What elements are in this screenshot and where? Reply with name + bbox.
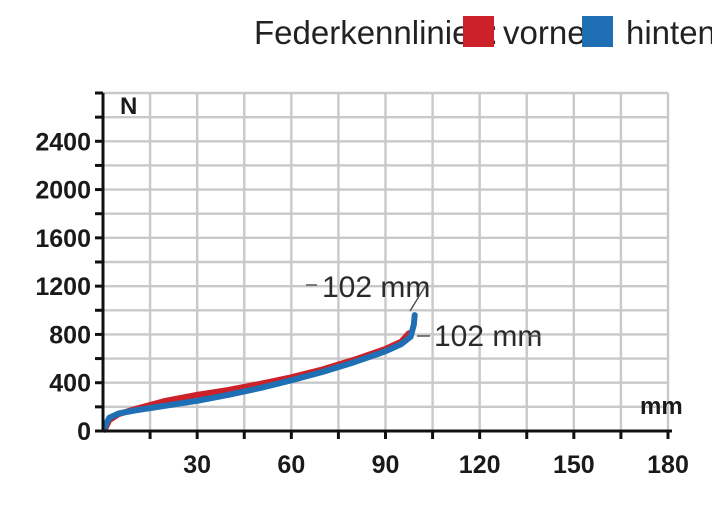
y-tick-label: 2000	[35, 177, 91, 205]
y-tick-label: 2400	[35, 128, 91, 156]
x-tick-label: 60	[277, 451, 305, 479]
axes	[95, 91, 672, 439]
annotation-leader-hinten	[409, 284, 427, 312]
series-layer	[101, 312, 418, 433]
legend-swatch-vorne	[463, 16, 494, 47]
legend: Federkennlinien: vorne hinten	[254, 14, 712, 51]
legend-label-hinten: hinten	[626, 14, 712, 51]
annotation-vorne: 102 mm	[434, 320, 542, 353]
legend-label-vorne: vorne	[503, 14, 586, 51]
x-tick-label: 180	[647, 451, 689, 479]
annotation-hinten: 102 mm	[322, 271, 430, 304]
y-tick-label: 400	[49, 370, 91, 398]
series-line-hinten	[101, 312, 418, 431]
x-tick-label: 120	[459, 451, 501, 479]
legend-swatch-hinten	[582, 16, 613, 47]
x-axis-label: mm	[640, 393, 683, 420]
legend-title: Federkennlinien:	[254, 14, 498, 51]
x-tick-label: 30	[183, 451, 211, 479]
y-tick-label: 0	[77, 418, 91, 446]
annotations: 102 mm 102 mm	[306, 271, 542, 353]
y-tick-label: 1600	[35, 225, 91, 253]
x-tick-label: 90	[372, 451, 400, 479]
tick-labels: 0 400 800 1200 1600 2000 2400 30 60 90 120 150 180	[35, 128, 688, 479]
x-tick-label: 150	[553, 451, 595, 479]
y-tick-label: 800	[49, 321, 91, 349]
y-axis-label: N	[120, 93, 137, 120]
grid	[103, 91, 670, 431]
y-tick-label: 1200	[35, 273, 91, 301]
